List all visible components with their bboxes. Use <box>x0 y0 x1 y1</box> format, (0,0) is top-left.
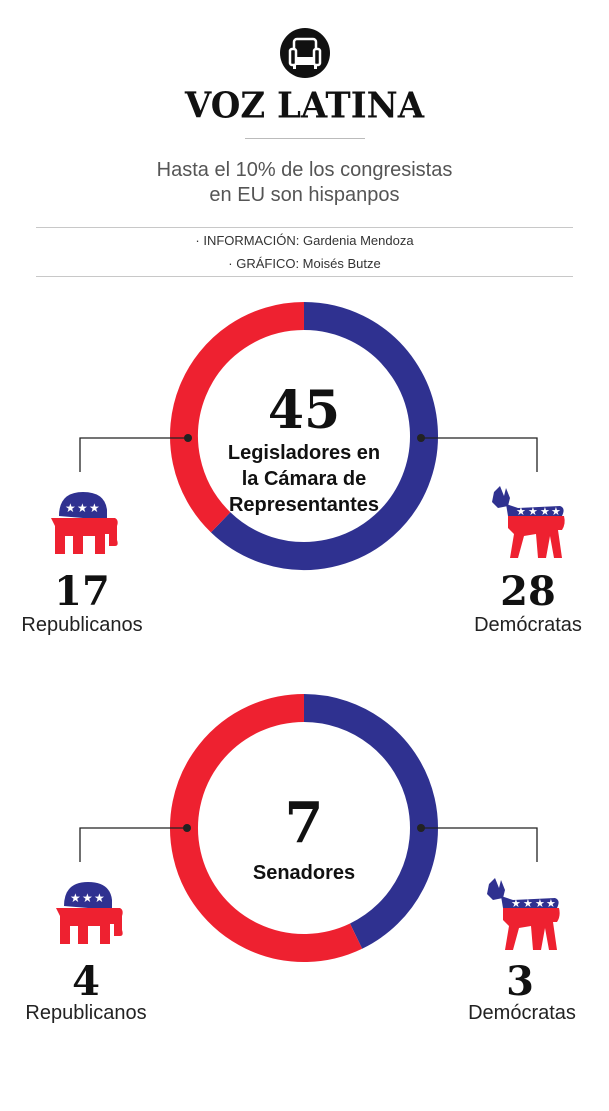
credits-top-rule <box>36 227 573 228</box>
house-title-line-1: Legisladores en <box>227 442 381 464</box>
house-republican-count: 17 <box>54 568 110 615</box>
house-democrat-arc <box>210 302 438 570</box>
elephant-icon: ★ ★ ★ <box>47 486 119 563</box>
house-total: 45 <box>267 380 341 441</box>
house-connector-right <box>417 434 538 472</box>
brand-title: VOZ LATINA <box>184 85 425 127</box>
house-republican-arc <box>170 302 305 533</box>
donkey-icon: ★ ★ ★ ★ <box>488 484 568 567</box>
house-democrat-label: Demócratas <box>474 614 582 636</box>
credit-graphic: · GRÁFICO: Moisés Butze <box>228 256 381 271</box>
svg-text:★: ★ <box>77 501 88 515</box>
svg-text:★: ★ <box>89 501 100 515</box>
subtitle-line-1: Hasta el 10% de los congresistas <box>156 159 453 181</box>
house-title-line-2: la Cámara de <box>241 468 367 490</box>
svg-text:★: ★ <box>65 501 76 515</box>
svg-text:★: ★ <box>516 505 526 518</box>
house-democrat-count: 28 <box>500 568 556 615</box>
house-ring <box>170 302 438 570</box>
svg-text:★: ★ <box>551 505 561 518</box>
house-title: Legisladores en la Cámara de Representan… <box>194 440 414 518</box>
credits-bottom-rule <box>36 276 573 277</box>
credit-information: · INFORMACIÓN: Gardenia Mendoza <box>195 233 414 248</box>
brand-divider <box>245 138 365 139</box>
subtitle-line-2: en EU son hispanpos <box>209 184 400 206</box>
house-title-line-3: Representantes <box>228 494 380 516</box>
svg-text:★: ★ <box>528 505 538 518</box>
house-connector-left <box>79 434 192 472</box>
svg-text:★: ★ <box>540 505 550 518</box>
subtitle: Hasta el 10% de los congresistas en EU s… <box>0 158 609 208</box>
house-republican-label: Republicanos <box>21 614 143 636</box>
armchair-icon <box>279 27 331 84</box>
